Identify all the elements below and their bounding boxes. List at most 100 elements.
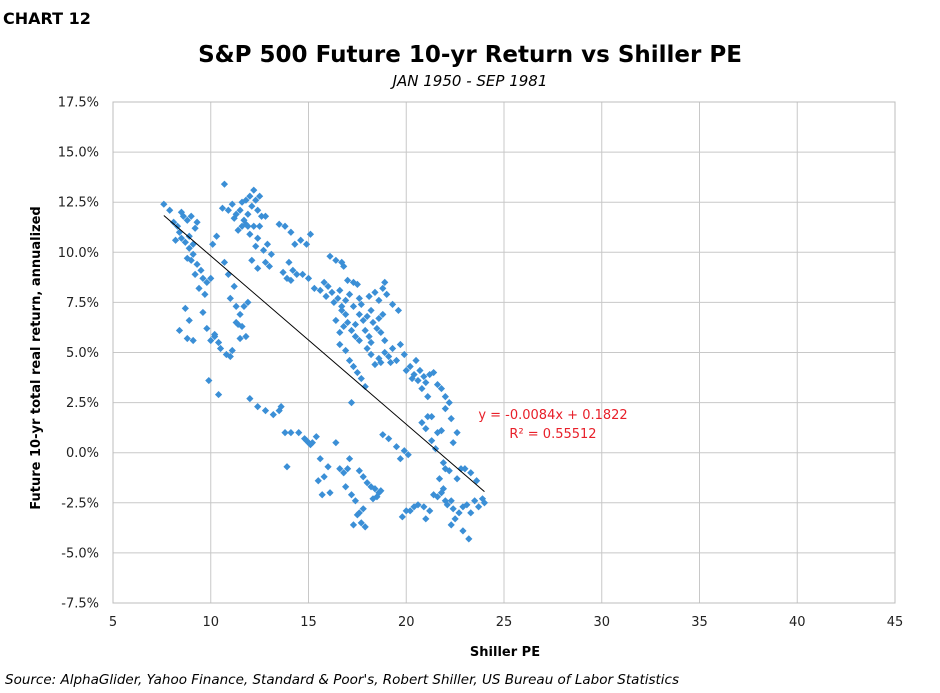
data-point [240,302,248,311]
y-tick-label: -7.5% [61,597,99,612]
gridlines [112,101,896,604]
y-tick-label: 5.0% [66,346,99,361]
data-point [183,254,191,262]
data-point [381,278,389,286]
y-tick-label: 15.0% [58,146,99,161]
data-point [324,463,332,471]
data-point [344,318,352,327]
y-tick-label: 10.0% [58,246,99,261]
data-point [275,220,283,228]
data-point [306,230,315,238]
data-point [392,443,401,451]
data-point [428,437,436,445]
data-point [252,196,260,204]
data-point [287,228,295,236]
data-point [316,455,324,463]
data-point [160,200,168,208]
data-point [236,206,244,214]
data-point [250,222,258,230]
data-point [351,320,360,329]
data-point [369,495,377,503]
data-point [375,489,383,497]
y-tick-label: 17.5% [58,96,99,111]
data-point [175,326,184,335]
data-point [173,222,182,230]
data-point [279,268,287,276]
data-point [244,210,252,218]
data-point [338,306,346,315]
data-point [340,469,348,477]
data-point [220,258,229,266]
data-point [396,340,404,349]
data-point [422,515,430,523]
data-point [361,523,369,531]
data-point [248,202,256,210]
data-point [408,374,416,383]
trendline [163,215,485,492]
data-point [314,477,322,485]
data-point [365,292,373,300]
data-point [342,483,350,491]
data-point [193,218,201,226]
data-point [361,382,369,391]
data-point [185,232,193,240]
data-point [365,332,373,341]
data-point [330,298,338,306]
data-point [340,262,348,270]
data-point [189,250,197,258]
data-point [283,463,291,471]
data-point [261,407,270,415]
data-point [336,340,344,349]
data-point [428,413,436,421]
data-point [422,425,430,433]
data-point [387,358,395,367]
data-point [342,310,350,319]
data-point [355,294,363,302]
data-point [388,300,397,309]
data-point [246,230,254,238]
data-point [342,346,350,355]
data-point [254,264,262,272]
data-point [349,278,358,286]
data-point [254,234,262,242]
data-point [191,224,199,232]
data-point [179,212,187,220]
data-point [234,226,242,234]
data-point [203,278,211,286]
x-axis-title: Shiller PE [470,645,540,660]
data-point [447,415,455,423]
data-point [332,316,340,325]
data-point [467,469,475,477]
data-point [254,403,262,411]
data-point [224,206,232,214]
data-point [293,270,301,278]
data-point [230,214,238,222]
data-point [318,491,326,499]
data-point [369,318,377,327]
data-point [248,256,256,264]
data-point [285,258,293,266]
x-tick-labels: 5 10 15 20 25 30 35 40 45 [109,615,903,630]
data-point [400,447,408,455]
data-point [236,334,244,343]
data-point [320,473,328,481]
data-point [267,250,275,258]
data-point [355,310,363,319]
data-point [349,362,358,371]
data-point [379,284,387,292]
data-point [207,336,215,345]
data-point [422,378,430,387]
data-point [216,344,225,353]
data-point [433,380,442,389]
data-point [222,350,230,359]
data-point [361,326,369,335]
x-tick-label: 15 [300,615,317,630]
data-point [324,282,332,290]
data-point [228,200,236,208]
data-point [326,252,334,260]
data-point [375,296,383,304]
data-point [312,433,320,441]
data-point [359,316,367,325]
data-point [218,204,227,212]
